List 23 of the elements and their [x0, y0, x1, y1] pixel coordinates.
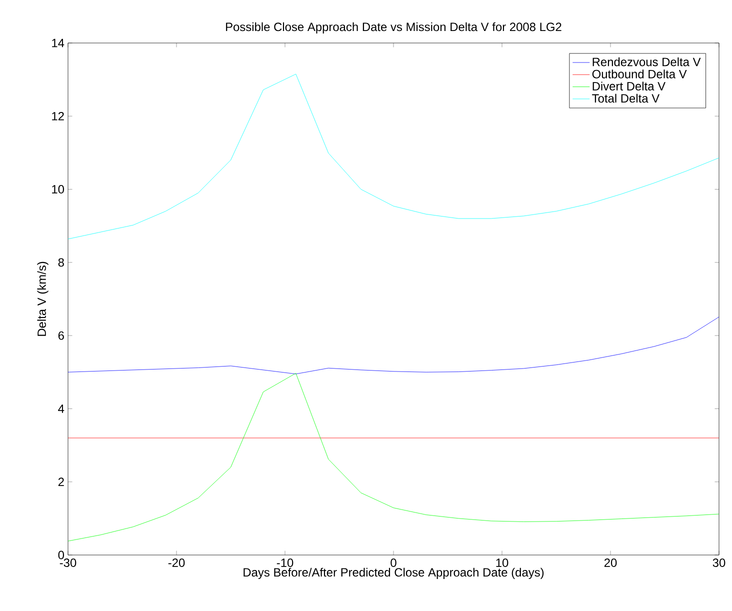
x-tick-label: 20: [604, 558, 617, 567]
y-tick-label: 0: [58, 550, 64, 560]
x-tick-label: 10: [496, 558, 508, 567]
legend-label: Outbound Delta V: [592, 70, 687, 78]
y-tick-label: 10: [52, 185, 64, 194]
line-series: [68, 373, 720, 542]
x-tick-label: -10: [276, 558, 294, 567]
y-tick-label: 6: [58, 331, 64, 340]
x-tick-label: -20: [168, 558, 185, 567]
x-tick-label: -30: [60, 558, 76, 567]
y-axis-title: Delta V (km/s): [37, 262, 48, 336]
legend-label: Divert Delta V: [592, 82, 666, 90]
y-tick-label: 2: [58, 478, 64, 486]
y-tick-label: 8: [58, 258, 64, 267]
y-tick-label: 4: [58, 404, 64, 413]
legend-label: Rendezvous Delta V: [592, 57, 701, 66]
y-tick-label: 14: [52, 38, 64, 48]
chart-title: Possible Close Approach Date vs Mission Delta V for 2008 LG2: [226, 22, 562, 34]
legend-label: Total Delta V: [592, 94, 660, 103]
x-tick-label: 0: [390, 558, 396, 567]
y-tick-label: 12: [52, 112, 64, 120]
x-axis-title: Days Before/After Predicted Close Approach Date (days): [244, 568, 544, 579]
x-tick-label: 30: [712, 558, 726, 567]
